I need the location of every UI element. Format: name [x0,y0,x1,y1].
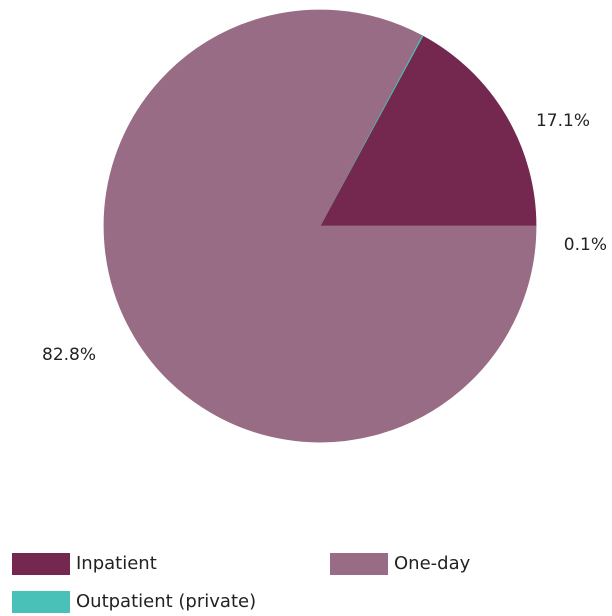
legend-item-inpatient: Inpatient [12,553,157,575]
pie-data-labels: 17.1% 0.1% 82.8% [42,111,607,365]
pie-slices [103,9,537,443]
chart-legend: Inpatient One-day Outpatient (private) [12,553,602,613]
legend-swatch-outpatient-private [12,591,70,613]
legend-item-one-day: One-day [330,553,470,575]
legend-label-one-day: One-day [394,553,471,574]
legend-label-inpatient: Inpatient [76,553,157,574]
legend-label-outpatient-private: Outpatient (private) [76,591,257,612]
legend-swatch-inpatient [12,553,70,575]
data-label-inpatient: 17.1% [536,111,590,131]
pie-plot: 17.1% 0.1% 82.8% [42,9,607,443]
pie-slice-inpatient [319,35,537,227]
legend-swatch-one-day [330,553,388,575]
data-label-one-day: 82.8% [42,345,96,365]
legend-item-outpatient-private: Outpatient (private) [12,591,256,613]
data-label-outpatient-private: 0.1% [564,235,607,255]
pie-slice-one-day [103,9,537,443]
